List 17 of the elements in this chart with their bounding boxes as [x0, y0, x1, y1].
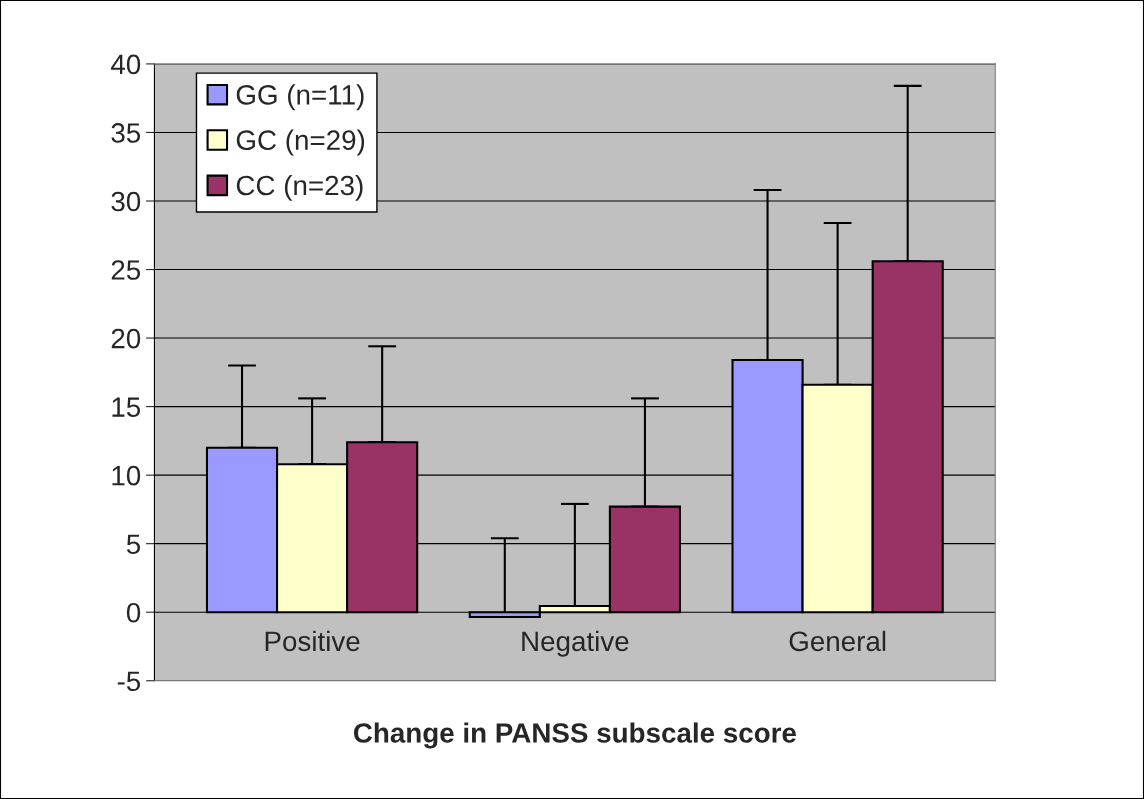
- y-tick-label: 30: [111, 191, 141, 212]
- y-tick-label: 25: [111, 260, 141, 280]
- y-tick-label: 20: [111, 328, 141, 349]
- x-tick-label: Positive: [265, 630, 360, 652]
- y-tick-label: 40: [110, 54, 141, 75]
- legend-label: GC (n=29): [236, 129, 365, 156]
- x-tick-label: Negative: [522, 630, 629, 657]
- x-axis-title: Change in PANSS subscale score: [353, 722, 796, 749]
- y-tick-label: 15: [112, 397, 141, 417]
- x-tick-label: General: [789, 630, 886, 652]
- y-tick-label: 0: [126, 602, 141, 623]
- legend-label: GG (n=11): [236, 84, 364, 111]
- y-tick-label: 5: [126, 534, 141, 555]
- y-tick-label: 10: [112, 465, 141, 486]
- y-tick-label: -5: [117, 671, 141, 692]
- legend-label: CC (n=23): [236, 174, 363, 201]
- y-tick-label: 35: [111, 123, 141, 143]
